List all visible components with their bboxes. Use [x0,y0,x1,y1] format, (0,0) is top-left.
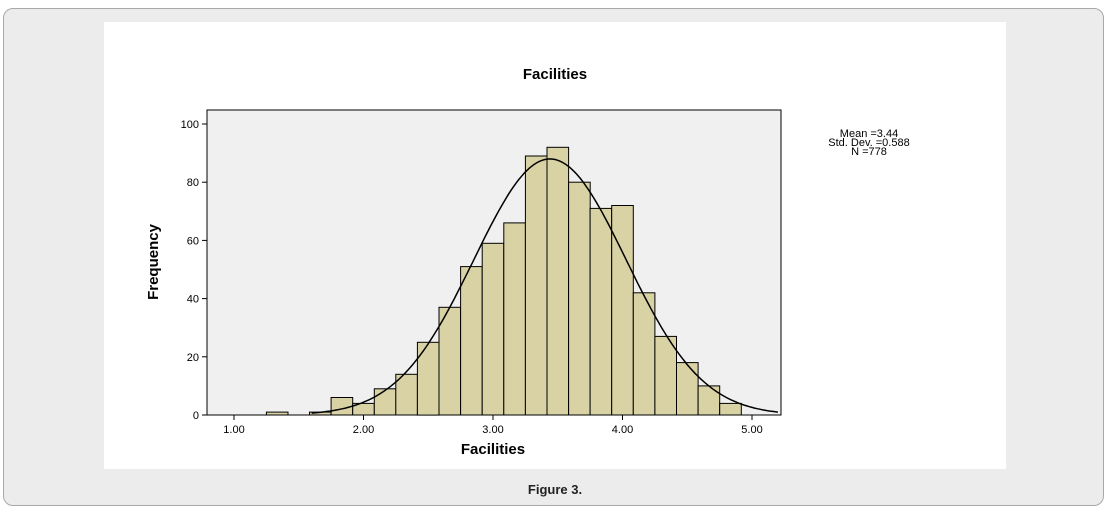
y-tick-label: 100 [181,119,199,131]
histogram-bar [676,362,699,416]
stats-mean: Mean =3.44 [840,128,898,140]
figure-caption: Figure 3. [527,482,583,497]
x-tick-label: 4.00 [612,424,633,436]
histogram-bar [481,242,505,416]
histogram-bar [373,388,397,416]
histogram-bar [460,266,483,416]
histogram-bar [438,306,462,416]
histogram-bar [697,385,721,416]
y-tick-label: 80 [187,177,199,189]
histogram-bar [546,146,570,416]
histogram-bar [416,341,440,416]
normal-curve [311,158,778,414]
histogram-bar [395,373,418,416]
x-tick-label: 1.00 [223,424,244,436]
x-tick-label: 2.00 [353,424,374,436]
y-axis-label: Frequency [145,223,162,300]
histogram-bar [719,402,742,416]
histogram-bar [265,411,289,416]
histogram-bar [503,222,526,416]
chart-title: Facilities [523,66,587,83]
histogram-bar [589,207,613,416]
histogram-bar [568,181,591,416]
x-axis-label: Facilities [461,441,525,458]
y-tick-label: 60 [187,235,199,247]
x-tick-label: 3.00 [482,424,503,436]
histogram-bar [654,335,678,416]
y-tick-label: 40 [187,294,199,306]
y-tick-label: 20 [187,352,199,364]
histogram-bar [524,155,548,416]
stats-n: N =778 [851,146,887,158]
x-tick-label: 5.00 [741,424,762,436]
stats-std-dev: Std. Dev. =0.588 [828,137,909,149]
y-tick-label: 0 [193,410,199,422]
